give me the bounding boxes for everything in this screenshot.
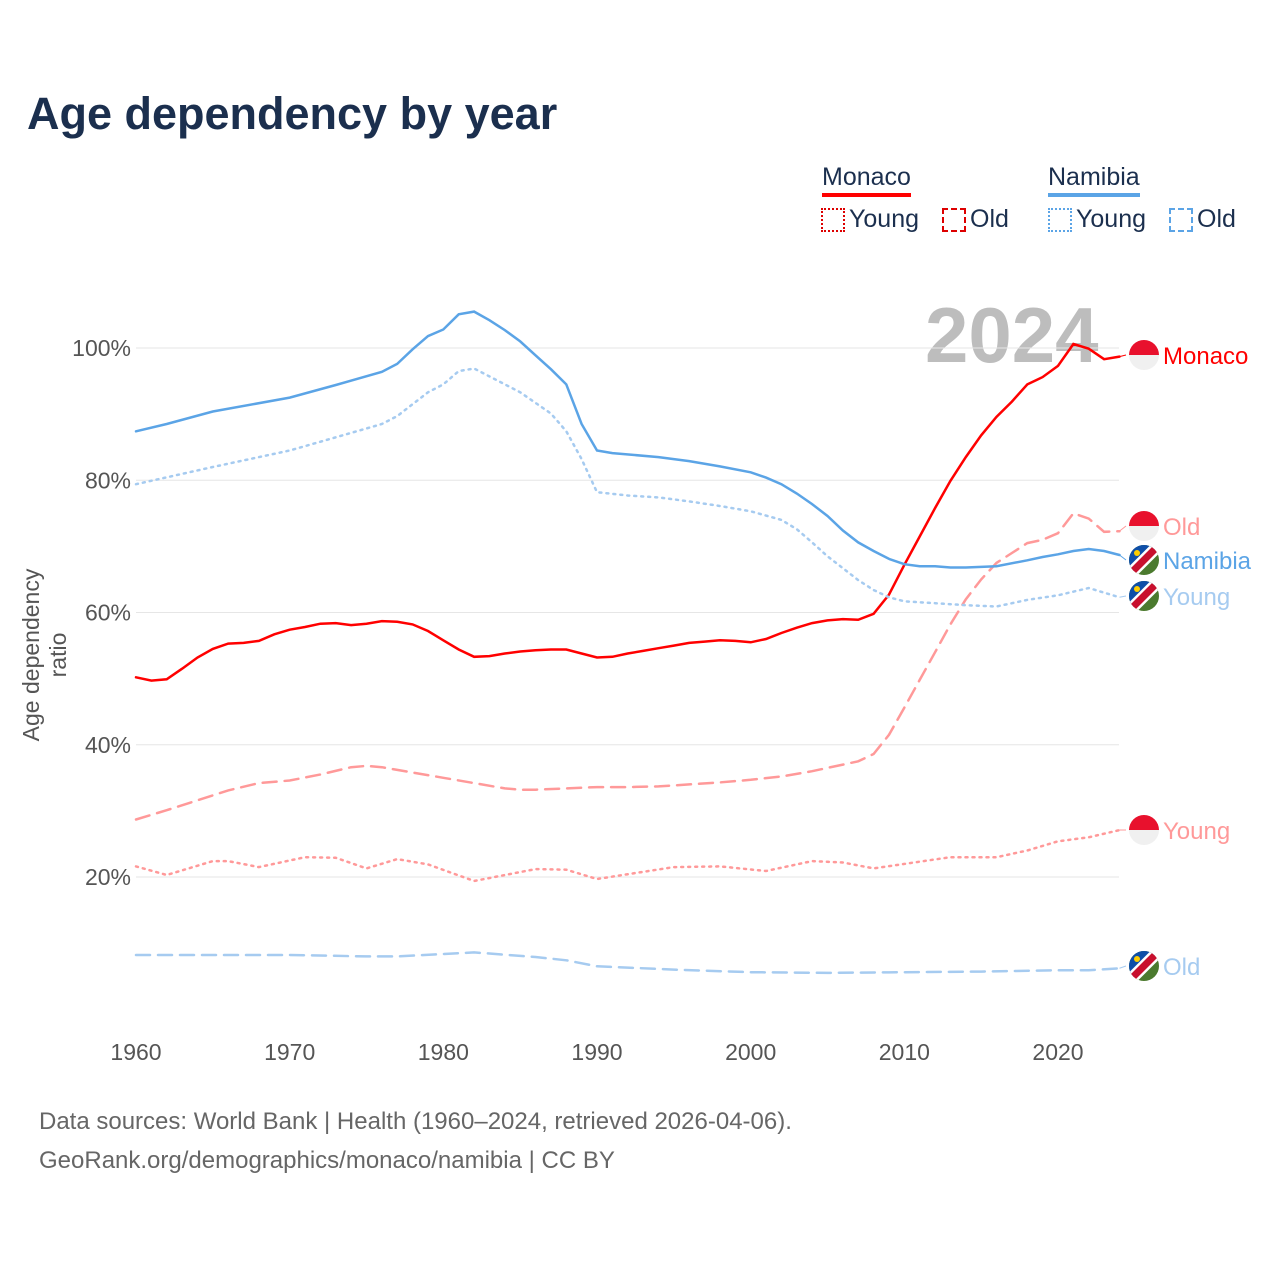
- series-end-label: Old: [1163, 514, 1200, 541]
- monaco-flag-icon: [1129, 511, 1159, 541]
- y-tick-label: 100%: [72, 335, 131, 361]
- series-line-namibia-young: [134, 367, 1121, 608]
- legend-label: Old: [1197, 205, 1236, 233]
- label-connector: [1119, 965, 1127, 969]
- label-connector: [1119, 595, 1127, 598]
- label-connector: [1119, 354, 1127, 358]
- dotted-swatch-icon: [1048, 207, 1072, 232]
- x-tick-label: 1960: [110, 1039, 161, 1065]
- y-tick-label: 60%: [85, 600, 131, 626]
- monaco-flag-icon: [1129, 815, 1159, 845]
- legend-namibia-young[interactable]: Young: [1048, 205, 1146, 234]
- legend-monaco-old[interactable]: Old: [942, 205, 1009, 234]
- series-line-monaco-old: [134, 511, 1121, 821]
- dotted-swatch-icon: [821, 207, 845, 232]
- x-tick-label: 1990: [571, 1039, 622, 1065]
- legend-label: Young: [1076, 205, 1146, 233]
- namibia-flag-icon: [1129, 545, 1159, 575]
- legend-monaco-young[interactable]: Young: [821, 205, 919, 234]
- namibia-flag-icon: [1129, 951, 1159, 981]
- series-line-namibia-old: [134, 951, 1121, 975]
- series-end-label: Monaco: [1163, 343, 1248, 370]
- series-line-monaco-young: [134, 828, 1121, 883]
- monaco-flag-icon: [1129, 340, 1159, 370]
- legend-namibia[interactable]: Namibia: [1048, 163, 1140, 197]
- x-tick-label: 1980: [418, 1039, 469, 1065]
- x-tick-label: 1970: [264, 1039, 315, 1065]
- x-tick-label: 2000: [725, 1039, 776, 1065]
- series-end-label: Young: [1163, 584, 1230, 611]
- dashed-swatch-icon: [1169, 207, 1193, 232]
- source-line-1: Data sources: World Bank | Health (1960–…: [39, 1108, 792, 1135]
- legend-namibia-old[interactable]: Old: [1169, 205, 1236, 234]
- legend-label: Young: [849, 205, 919, 233]
- legend-monaco[interactable]: Monaco: [822, 163, 911, 197]
- dashed-swatch-icon: [942, 207, 966, 232]
- x-tick-label: 2010: [879, 1039, 930, 1065]
- y-tick-label: 80%: [85, 467, 131, 493]
- series-line-monaco: [134, 342, 1121, 682]
- y-tick-label: 20%: [85, 864, 131, 890]
- namibia-flag-icon: [1129, 581, 1159, 611]
- series-end-label: Young: [1163, 818, 1230, 845]
- x-tick-label: 2020: [1032, 1039, 1083, 1065]
- series-end-label: Old: [1163, 954, 1200, 981]
- source-line-2[interactable]: GeoRank.org/demographics/monaco/namibia …: [39, 1147, 615, 1174]
- label-connector: [1119, 554, 1127, 561]
- series-line-namibia: [134, 310, 1121, 569]
- series-end-label: Namibia: [1163, 548, 1252, 575]
- label-connector: [1119, 525, 1127, 532]
- year-watermark: 2024: [925, 291, 1099, 379]
- legend-label: Old: [970, 205, 1009, 233]
- chart-title: Age dependency by year: [27, 88, 558, 139]
- y-tick-label: 40%: [85, 732, 131, 758]
